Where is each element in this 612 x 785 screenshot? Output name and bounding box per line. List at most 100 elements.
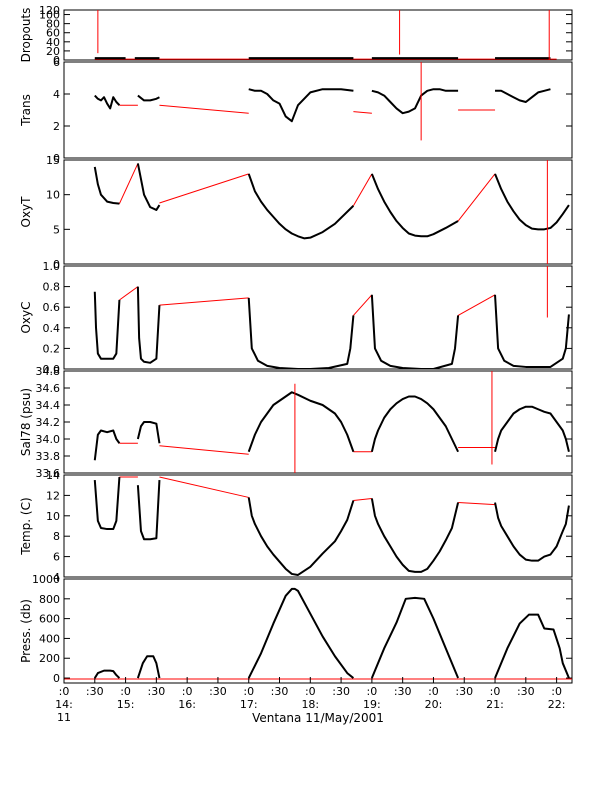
y-tick-label: 0.8 [43,281,61,294]
data-segment [136,421,161,444]
y-tick-label: 14 [46,469,60,482]
panels-layer: 020406080100120Dropouts0246Trans051015Ox… [19,4,573,685]
data-segment [370,395,459,453]
y-tick-label: 0 [53,672,60,685]
x-tick-hour: 16: [178,698,196,711]
connector-line [159,173,249,204]
x-tick-day: 11 [57,711,71,724]
y-tick-label: 2 [53,120,60,133]
y-tick-label: 0 [53,152,60,165]
y-tick-label: 8 [53,530,60,543]
y-tick-label: 80 [46,18,60,31]
panel-temp: 4 6 8 10 12 14 Temp. (C) [19,469,573,584]
panel-oxyt: 0 5 10 15 OxyT [19,154,573,271]
data-segment [494,405,570,452]
y-tick-label: 400 [39,632,60,645]
x-tick-minute: :0 [367,685,378,698]
plot-area [94,10,557,60]
y-tick-label: 34.0 [36,433,61,446]
y-tick-label: 33.6 [36,467,61,480]
plot-area [64,587,572,680]
panel-frame [63,578,573,684]
data-segment [371,88,459,115]
y-tick-label: 34.8 [36,365,61,378]
data-segment [494,173,570,231]
data-segment [247,173,355,240]
connector-line [119,286,139,301]
y-tick-label: 15 [46,154,60,167]
data-segment [370,596,460,679]
data-segment [136,286,161,364]
x-tick-hour: 17: [240,698,258,711]
panel-frame [63,474,573,578]
data-segment [495,88,551,103]
x-tick-minute: :30 [517,685,535,698]
x-axis: :014:11:30:015::30:016::30:017::30:018::… [55,677,565,724]
y-tick-label: 34.2 [36,416,61,429]
y-tick-label: 10 [46,189,60,202]
plot-area [93,266,570,369]
x-tick-minute: :0 [59,685,70,698]
data-segment [93,429,121,461]
x-tick-minute: :30 [455,685,473,698]
x-tick-minute: :30 [271,685,289,698]
data-segment [93,291,121,360]
x-tick-minute: :0 [428,685,439,698]
y-tick-label: 0 [53,258,60,271]
x-tick-minute: :30 [394,685,412,698]
y-tick-label: 12 [46,489,60,502]
y-tick-label: 20 [46,45,60,58]
x-tick-minute: :0 [305,685,316,698]
plot-area [93,371,570,473]
y-axis-label: Sal78 (psu) [19,388,33,456]
y-tick-label: 60 [46,27,60,40]
y-tick-label: 800 [39,593,60,606]
x-tick-hour: 15: [117,698,135,711]
x-tick-hour: 19: [363,698,381,711]
data-segment [494,613,570,679]
y-tick-label: 4 [53,571,60,584]
connector-line [159,104,249,114]
y-tick-label: 34.4 [36,399,61,412]
x-tick-hour: 21: [486,698,504,711]
connector-line [352,173,373,207]
y-tick-label: 40 [46,36,60,49]
panel-frame [63,370,573,474]
y-tick-label: 33.8 [36,450,61,463]
data-segment [247,587,355,679]
x-tick-hour: 20: [425,698,443,711]
y-tick-label: 0 [53,54,60,67]
y-tick-label: 600 [39,613,60,626]
y-axis-label: Dropouts [19,8,33,63]
panel-oxyc: 0.0 0.2 0.4 0.6 0.8 1.0 OxyC [19,260,573,376]
data-segment [370,294,460,369]
y-tick-label: 0.4 [43,322,61,335]
x-tick-minute: :0 [182,685,193,698]
y-tick-label: 0.0 [43,363,61,376]
x-tick-hour: 22: [548,698,566,711]
connector-line [159,476,249,498]
y-axis-label: OxyT [19,196,33,228]
plot-area [93,476,570,576]
x-axis-label: Ventana 11/May/2001 [252,711,384,725]
x-tick-minute: :0 [120,685,131,698]
y-tick-label: 1.0 [43,260,61,273]
y-axis-label: OxyC [19,301,33,333]
connector-line [159,297,249,306]
data-segment [247,391,355,453]
data-segment [370,173,459,238]
data-segment [94,94,121,110]
x-tick-minute: :0 [551,685,562,698]
y-tick-label: 200 [39,652,60,665]
y-tick-label: 6 [53,551,60,564]
y-tick-label: 120 [39,4,60,17]
y-tick-label: 0.2 [43,342,61,355]
x-tick-minute: :0 [243,685,254,698]
x-tick-hour: 18: [301,698,319,711]
plot-area [93,160,570,264]
connector-line [118,163,139,204]
connector-line [458,502,496,506]
